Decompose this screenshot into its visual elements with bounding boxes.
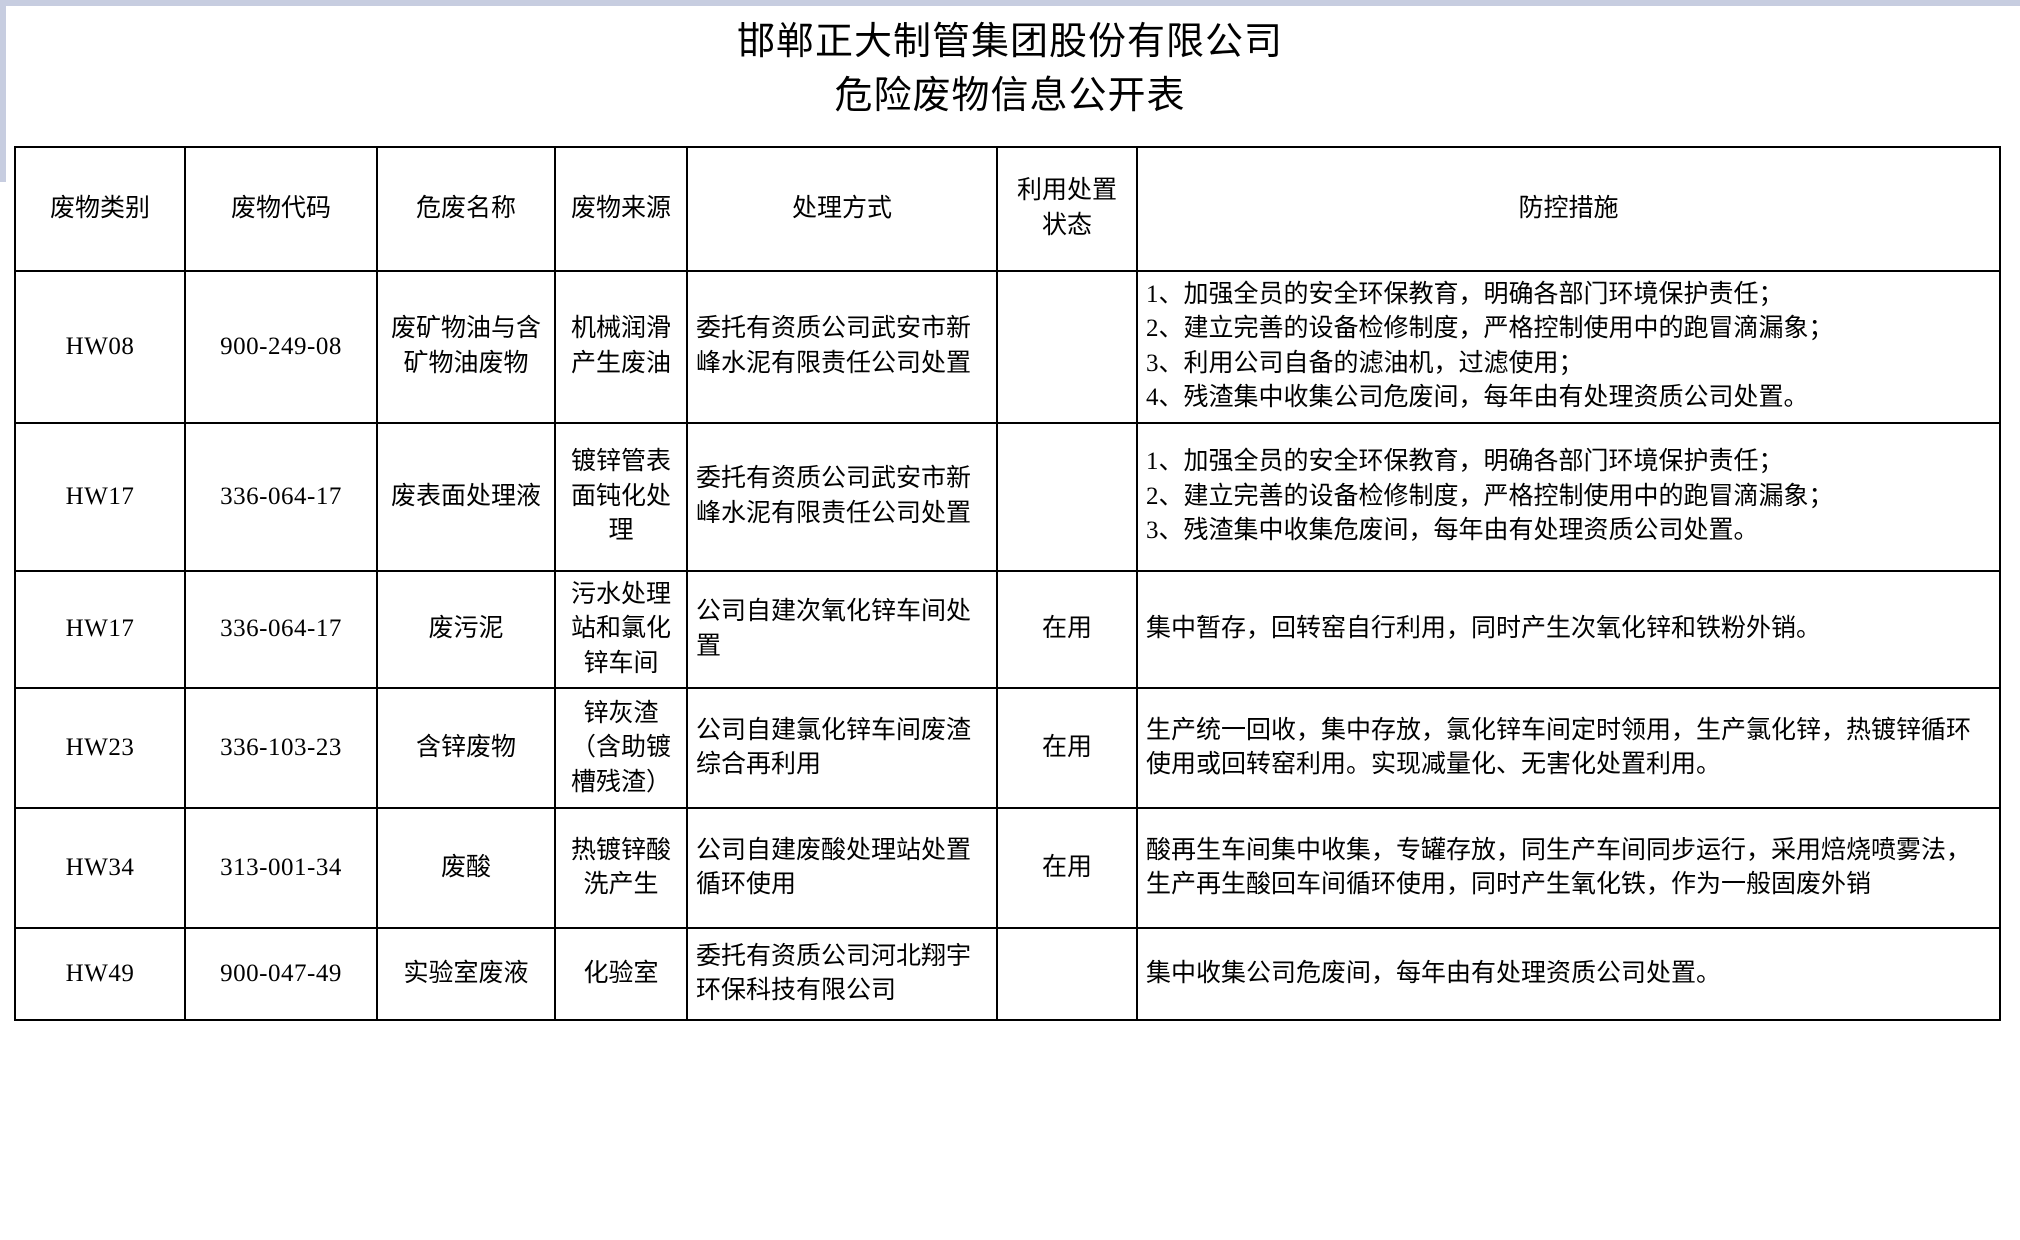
cell-waste-source: 化验室 [554,927,688,1022]
cell-utilization-status [996,421,1138,572]
cell-waste-code: 313-001-34 [184,807,378,930]
header-waste-name: 危废名称 [376,145,556,272]
cell-control-measures: 酸再生车间集中收集，专罐存放，同生产车间同步运行，采用焙烧喷雾法，生产再生酸回车… [1136,807,2001,930]
cell-waste-code: 336-103-23 [184,687,378,810]
cell-control-measures: 生产统一回收，集中存放，氯化锌车间定时领用，生产氯化锌，热镀锌循环使用或回转窑利… [1136,687,2001,810]
cell-waste-name: 实验室废液 [376,927,556,1022]
header-waste-source: 废物来源 [554,145,688,272]
cell-control-measures: 1、加强全员的安全环保教育，明确各部门环境保护责任； 2、建立完善的设备检修制度，… [1136,269,2001,424]
cell-treatment-method: 委托有资质公司河北翔宇环保科技有限公司 [686,927,998,1022]
cell-treatment-method: 委托有资质公司武安市新峰水泥有限责任公司处置 [686,421,998,572]
cell-waste-name: 废酸 [376,807,556,930]
left-accent-bar [0,0,6,182]
cell-waste-category: HW08 [14,269,186,424]
table-row: HW23 336-103-23 含锌废物 锌灰渣（含助镀槽残渣） 公司自建氯化锌车间废渣… [14,687,2001,810]
header-waste-category: 废物类别 [14,145,186,272]
measure-line: 1、加强全员的安全环保教育，明确各部门环境保护责任； [1146,448,1784,476]
table-row: HW34 313-001-34 废酸 热镀锌酸洗产生 公司自建废酸处理站处置循环使用 在用… [14,807,2001,930]
measure-line: 3、利用公司自备的滤油机，过滤使用； [1146,349,1584,377]
cell-waste-category: HW23 [14,687,186,810]
measure-line: 4、残渣集中收集公司危废间，每年由有处理资质公司处置。 [1146,384,1809,412]
cell-waste-code: 336-064-17 [184,569,378,690]
measure-line: 1、加强全员的安全环保教育，明确各部门环境保护责任； [1146,280,1784,308]
cell-treatment-method: 公司自建废酸处理站处置循环使用 [686,807,998,930]
header-row: 废物类别 废物代码 危废名称 废物来源 处理方式 利用处置 状态 防控措施 [14,145,2001,272]
cell-utilization-status: 在用 [996,569,1138,690]
cell-utilization-status: 在用 [996,687,1138,810]
table-row: HW17 336-064-17 废污泥 污水处理站和氯化锌车间 公司自建次氧化锌车间处置… [14,569,2001,690]
cell-treatment-method: 公司自建次氧化锌车间处置 [686,569,998,690]
cell-waste-source: 镀锌管表面钝化处理 [554,421,688,572]
document-title: 邯郸正大制管集团股份有限公司 危险废物信息公开表 [0,0,2020,124]
table-header: 废物类别 废物代码 危废名称 废物来源 处理方式 利用处置 状态 防控措施 [14,145,2001,272]
header-control-measures: 防控措施 [1136,145,2001,272]
header-utilization-status-line2: 状态 [1041,211,1092,239]
measure-line: 酸再生车间集中收集，专罐存放，同生产车间同步运行，采用焙烧喷雾法，生产再生酸回车… [1146,836,1972,899]
hazardous-waste-table: 废物类别 废物代码 危废名称 废物来源 处理方式 利用处置 状态 防控措施 HW… [14,145,2001,1022]
title-line-1: 邯郸正大制管集团股份有限公司 [736,21,1283,63]
cell-waste-category: HW17 [14,569,186,690]
header-utilization-status: 利用处置 状态 [996,145,1138,272]
cell-control-measures: 集中暂存，回转窑自行利用，同时产生次氧化锌和铁粉外销。 [1136,569,2001,690]
measure-line: 集中暂存，回转窑自行利用，同时产生次氧化锌和铁粉外销。 [1146,615,1822,643]
cell-treatment-method: 公司自建氯化锌车间废渣综合再利用 [686,687,998,810]
cell-waste-source: 污水处理站和氯化锌车间 [554,569,688,690]
cell-control-measures: 集中收集公司危废间，每年由有处理资质公司处置。 [1136,927,2001,1022]
header-waste-code: 废物代码 [184,145,378,272]
cell-waste-code: 336-064-17 [184,421,378,572]
measure-line: 2、建立完善的设备检修制度，严格控制使用中的跑冒滴漏象； [1146,482,1834,510]
cell-waste-category: HW49 [14,927,186,1022]
cell-waste-name: 废矿物油与含矿物油废物 [376,269,556,424]
cell-waste-code: 900-047-49 [184,927,378,1022]
cell-waste-name: 含锌废物 [376,687,556,810]
cell-waste-name: 废污泥 [376,569,556,690]
cell-waste-code: 900-249-08 [184,269,378,424]
header-treatment-method: 处理方式 [686,145,998,272]
top-accent-bar [0,0,2020,6]
cell-utilization-status [996,927,1138,1022]
cell-waste-source: 锌灰渣（含助镀槽残渣） [554,687,688,810]
cell-waste-name: 废表面处理液 [376,421,556,572]
header-utilization-status-line1: 利用处置 [1016,177,1117,205]
cell-waste-source: 热镀锌酸洗产生 [554,807,688,930]
cell-treatment-method: 委托有资质公司武安市新峰水泥有限责任公司处置 [686,269,998,424]
measure-line: 3、残渣集中收集危废间，每年由有处理资质公司处置。 [1146,517,1759,545]
table-row: HW17 336-064-17 废表面处理液 镀锌管表面钝化处理 委托有资质公司武安市新… [14,421,2001,572]
cell-waste-source: 机械润滑产生废油 [554,269,688,424]
cell-control-measures: 1、加强全员的安全环保教育，明确各部门环境保护责任； 2、建立完善的设备检修制度，… [1136,421,2001,572]
cell-utilization-status: 在用 [996,807,1138,930]
cell-waste-category: HW17 [14,421,186,572]
measure-line: 2、建立完善的设备检修制度，严格控制使用中的跑冒滴漏象； [1146,315,1834,343]
cell-utilization-status [996,269,1138,424]
measure-line: 集中收集公司危废间，每年由有处理资质公司处置。 [1146,960,1722,988]
title-line-2: 危险废物信息公开表 [834,74,1186,117]
measure-line: 生产统一回收，集中存放，氯化锌车间定时领用，生产氯化锌，热镀锌循环使用或回转窑利… [1146,716,1972,779]
cell-waste-category: HW34 [14,807,186,930]
table-row: HW49 900-047-49 实验室废液 化验室 委托有资质公司河北翔宇环保科技有限公… [14,927,2001,1022]
table-row: HW08 900-249-08 废矿物油与含矿物油废物 机械润滑产生废油 委托有资质公司… [14,269,2001,424]
table-body: HW08 900-249-08 废矿物油与含矿物油废物 机械润滑产生废油 委托有资质公司… [14,269,2001,1022]
